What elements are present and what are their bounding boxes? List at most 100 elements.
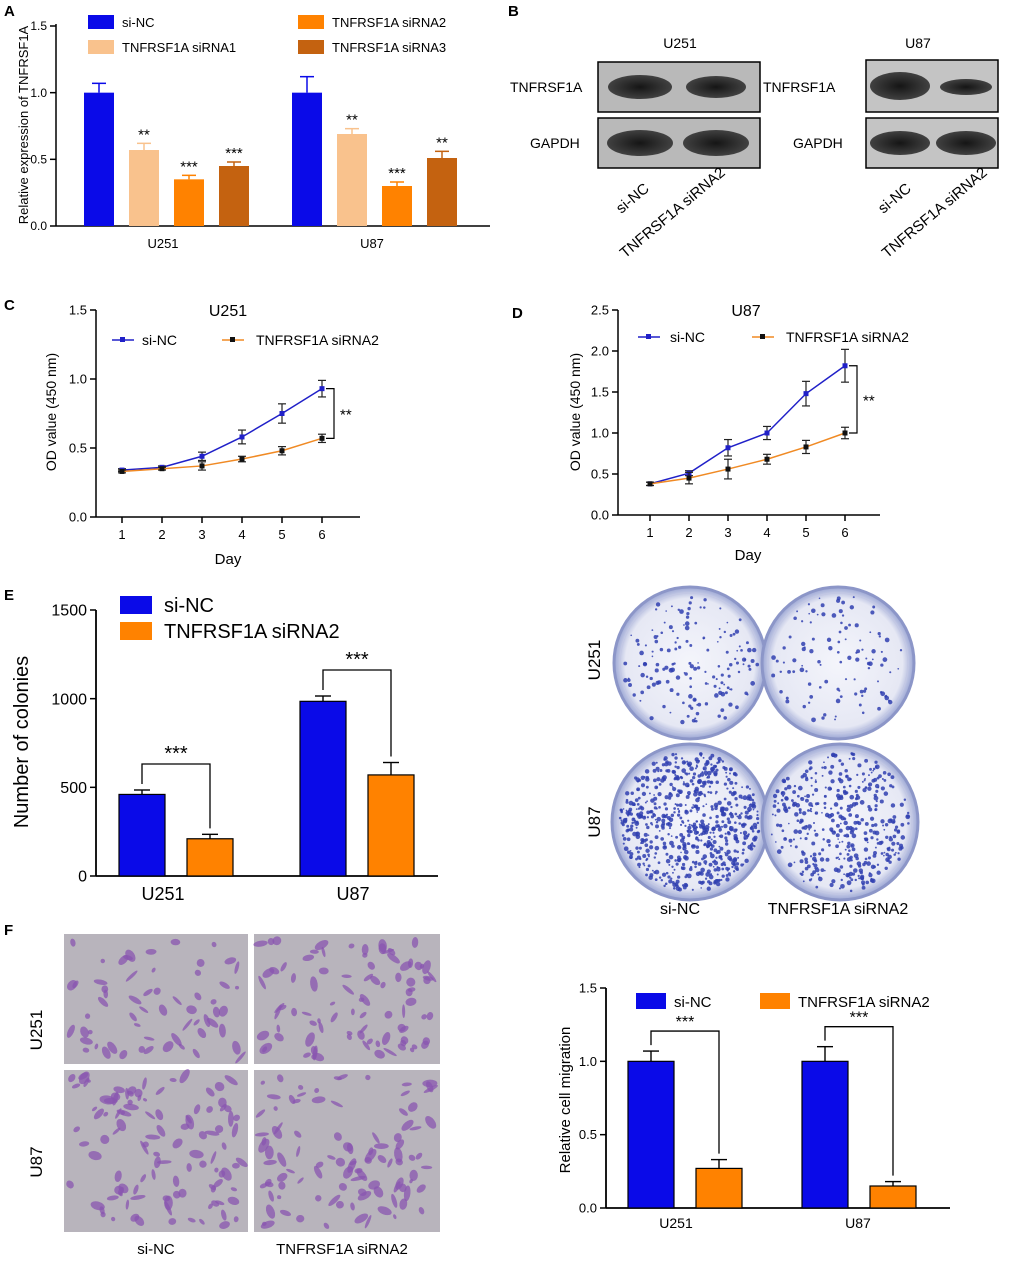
migrated-cell [93,1108,104,1120]
colony [838,609,843,614]
migrated-cell [395,1158,403,1166]
colony [771,655,776,660]
colony [629,850,632,852]
colony [688,772,691,775]
migrated-cell [338,1182,347,1191]
colony [835,698,841,704]
colony [749,803,752,806]
colony [713,868,718,872]
colony [852,757,856,761]
colony [693,830,699,835]
colony [873,865,876,869]
colony [626,824,630,828]
colony [820,603,825,608]
colony [809,807,813,811]
panel-e-bar [186,838,234,877]
colony [795,803,801,808]
migrated-cell [235,1157,248,1168]
colony [730,688,733,691]
colony [821,766,824,769]
colony [695,806,699,810]
colony [891,848,895,852]
migrated-cell [145,948,157,955]
colony [713,860,719,866]
panel-d-y-tick-label: 1.5 [591,385,609,400]
colony [640,672,645,678]
colony [629,856,633,859]
migrated-cell [296,1214,305,1223]
migrated-cell [119,1191,123,1197]
panel-a-legend-sirna1: TNFRSF1A siRNA1 [122,40,236,55]
colony [713,848,718,853]
migrated-cell [377,1155,387,1164]
colony [813,863,818,868]
colony [870,610,875,615]
colony [796,610,799,613]
panel-label-c: C [4,297,15,314]
colony [884,695,890,701]
panel-f-significance-bracket [824,1026,894,1176]
colony [874,846,877,849]
migrated-cell [214,1081,225,1092]
migrated-cell [186,1163,192,1172]
migrated-cell [273,1122,283,1135]
colony [715,780,719,785]
colony [888,860,892,864]
colony [687,790,691,795]
migrated-cell [303,1052,311,1058]
colony [859,871,863,875]
colony [699,752,703,756]
migrated-cell [423,1085,438,1094]
colony [839,822,842,825]
colony [707,790,710,794]
colony [716,640,719,643]
colony [664,665,669,670]
colony [800,797,803,800]
colony [645,675,649,678]
migrated-cell [143,1046,154,1055]
colony [891,785,895,789]
colony [701,857,704,861]
colony [719,607,722,610]
colony [694,786,699,792]
migrated-cell [387,953,400,964]
migrated-cell [400,1039,407,1047]
colony [623,678,628,683]
colony [729,772,731,775]
colony [729,768,733,772]
colony [704,682,708,685]
colony [700,839,703,842]
migrated-cell [153,1151,161,1157]
panel-c-data-point [279,411,285,416]
migrated-cell [364,1214,372,1229]
colony [703,842,707,846]
migrated-cell [186,1005,197,1015]
colony [860,817,865,822]
migrated-cell [203,1014,211,1028]
panel-c-y-tick-label: 0.5 [69,441,87,456]
colony [653,778,657,783]
migrated-cell [309,949,319,954]
colony [675,835,679,839]
colony [668,792,672,795]
colony [689,809,693,813]
colony [872,853,877,858]
colony [731,865,734,869]
colony [688,793,691,796]
colony [636,780,640,783]
colony [874,760,878,764]
colony [756,810,759,813]
panel-f-significance: *** [676,1014,695,1031]
migrated-cell [387,1158,393,1168]
migrated-cell [393,1133,402,1143]
migrated-cell [327,1155,336,1160]
colony [710,805,714,809]
colony [673,811,676,814]
migrated-cell [145,1111,156,1120]
colony [893,853,896,856]
colony [643,864,646,867]
colony [655,766,660,771]
colony [705,774,707,776]
colony [651,650,654,653]
colony [725,873,729,877]
